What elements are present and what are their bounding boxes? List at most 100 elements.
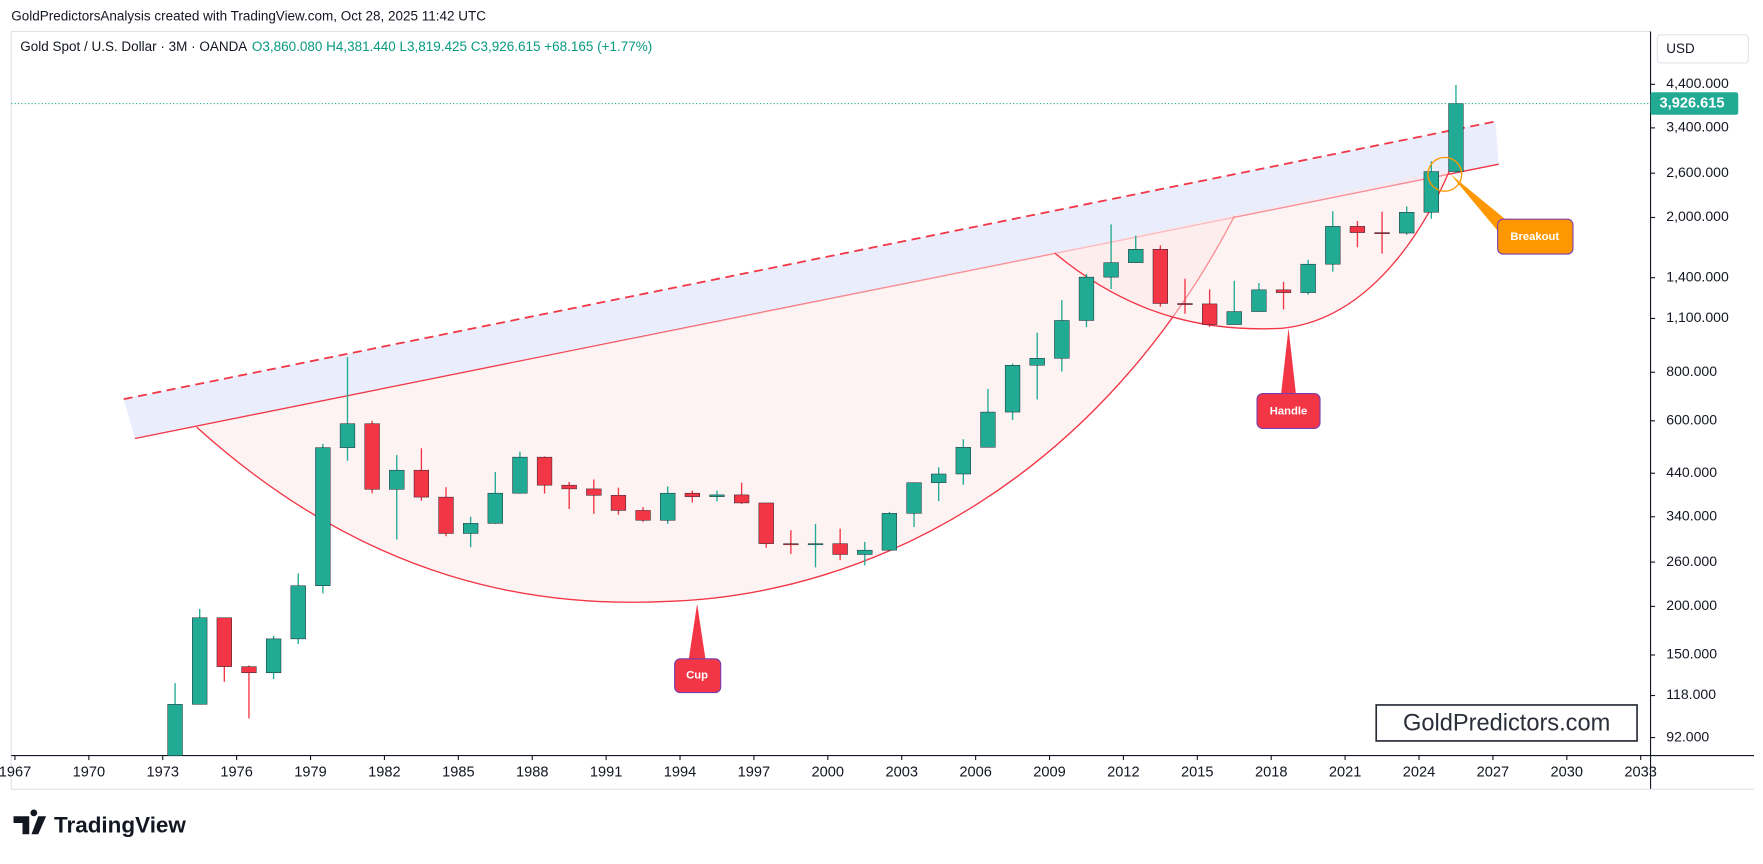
candle-body [635,510,651,521]
x-tick-label: 2006 [959,764,992,780]
candle-body [364,423,380,490]
candle-body [1423,171,1439,213]
cup-fill [196,215,1235,603]
candle-body [684,492,700,497]
candle-body [1374,232,1390,234]
candle-body [807,543,824,546]
candle-body [733,494,750,504]
y-tick-label: 800.000 [1666,363,1717,379]
last-price-box [1650,92,1739,115]
y-tick-label: 118.000 [1666,686,1716,702]
candle-body [709,494,725,497]
candle-body [660,492,676,521]
x-tick-label: 1973 [146,764,179,780]
ohlc: O3,860.080 H4,381.440 L3,819.425 C3,926.… [252,39,652,54]
x-tick-label: 2024 [1403,764,1436,780]
candle-body [980,411,996,448]
cup-curve [196,215,1236,603]
brand-logo [13,809,47,835]
x-tick-label: 1967 [0,764,31,780]
brand: TradingView [54,812,186,837]
x-tick-label: 1988 [516,764,549,780]
candle-body [955,447,971,475]
x-tick-label: 1994 [664,764,697,780]
x-tick-label: 2033 [1624,764,1657,780]
x-tick-label: 2021 [1329,764,1362,780]
candle-body [1054,320,1070,359]
y-tick-label: 3,400.000 [1666,119,1729,135]
cup-label: Cup [686,670,708,682]
x-tick-label: 1991 [590,764,623,780]
y-tick-label: 340.000 [1666,507,1717,523]
candle-body [758,502,774,544]
last-price-label: 3,926.615 [1660,95,1725,111]
y-tick-label: 2,600.000 [1666,164,1729,180]
candle-body [315,447,331,586]
candle-body [1349,226,1366,233]
x-tick-label: 2018 [1255,764,1288,780]
candle-body [561,484,577,490]
x-tick-label: 1979 [294,764,327,780]
candle-body [512,456,528,494]
frame [10,30,1754,790]
candle-body [1251,289,1267,312]
x-tick-label: 2003 [885,764,918,780]
candle-body [265,638,282,674]
x-tick-label: 1970 [73,764,106,780]
x-tick-label: 1982 [368,764,401,780]
breakout-box [1497,218,1574,255]
candle-body [832,543,848,555]
candle-body [1399,212,1415,234]
candle-body [463,523,479,534]
candle-body [1300,263,1316,293]
candle-body [1078,276,1095,321]
candle-body [857,549,873,555]
symbol-title: Gold Spot / U.S. Dollar · 3M · OANDA [20,39,247,54]
y-tick-label: 150.000 [1666,646,1717,662]
candle-body [881,513,898,551]
handle-label: Handle [1270,405,1307,417]
breakout-label: Breakout [1510,231,1559,243]
candle-body [1103,262,1119,278]
x-tick-label: 2030 [1551,764,1584,780]
x-tick-label: 1985 [442,764,475,780]
header: GoldPredictorsAnalysis created with Trad… [11,8,486,23]
callouts: Cup Handle Breakout [674,156,1574,694]
currency[interactable]: USD [1666,41,1695,56]
y-tick-label: 92.000 [1666,728,1709,744]
y-tick-label: 2,000.000 [1666,208,1729,224]
currency-box[interactable] [1656,34,1749,64]
candles [167,85,1464,756]
candle-body [1177,303,1193,305]
watermark: GoldPredictors.com [1403,710,1610,736]
x-tick-label: 2009 [1033,764,1066,780]
candle-body [192,617,208,705]
candle-body [536,456,553,486]
handle-box [1256,392,1321,429]
candle-body [438,496,454,534]
y-tick-label: 4,400.000 [1666,75,1729,91]
channel-band [123,121,1499,439]
cup-box [674,658,722,694]
y-tick-label: 1,400.000 [1666,268,1729,284]
candle-body [241,666,257,674]
x-tick-label: 2012 [1107,764,1140,780]
watermark-box [1375,704,1638,742]
candle-body [389,469,405,490]
breakout-circle [1427,156,1463,192]
candle-body [216,617,232,667]
y-tick-label: 260.000 [1666,553,1717,569]
candle-body [1128,249,1144,263]
x-tick-label: 1997 [738,764,771,780]
candle-body [1029,358,1045,366]
candle-body [610,495,627,511]
x-tick-label: 2027 [1477,764,1510,780]
candle-body [1202,303,1218,325]
candle-body [1226,311,1242,325]
candle-body [906,482,922,514]
candle-body [783,543,799,546]
y-tick-label: 440.000 [1666,464,1717,480]
breakout-pointer [1450,174,1513,237]
